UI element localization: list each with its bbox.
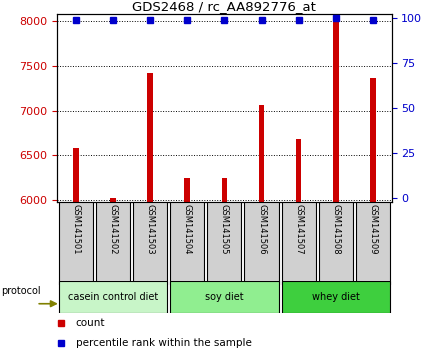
Text: whey diet: whey diet — [312, 292, 360, 302]
Bar — [170, 281, 279, 313]
Text: GSM141504: GSM141504 — [183, 204, 192, 255]
Text: GSM141502: GSM141502 — [108, 204, 117, 255]
Title: GDS2468 / rc_AA892776_at: GDS2468 / rc_AA892776_at — [132, 0, 316, 13]
Text: count: count — [76, 318, 105, 328]
Bar — [282, 281, 390, 313]
Bar — [370, 79, 376, 202]
Bar — [333, 21, 339, 202]
Bar — [133, 202, 167, 285]
Bar — [222, 178, 227, 202]
Text: percentile rank within the sample: percentile rank within the sample — [76, 338, 252, 348]
Text: GSM141505: GSM141505 — [220, 204, 229, 255]
Text: GSM141507: GSM141507 — [294, 204, 303, 255]
Text: soy diet: soy diet — [205, 292, 244, 302]
Text: GSM141509: GSM141509 — [369, 204, 378, 255]
Bar — [59, 202, 93, 285]
Bar — [356, 202, 390, 285]
Bar — [96, 202, 130, 285]
Text: protocol: protocol — [1, 286, 41, 296]
Bar — [259, 105, 264, 202]
Bar — [110, 198, 116, 202]
Bar — [282, 202, 316, 285]
Text: GSM141501: GSM141501 — [71, 204, 80, 255]
Bar — [59, 281, 167, 313]
Text: GSM141506: GSM141506 — [257, 204, 266, 255]
Bar — [296, 139, 301, 202]
Bar — [73, 148, 79, 202]
Bar — [170, 202, 204, 285]
Bar — [207, 202, 242, 285]
Bar — [245, 202, 279, 285]
Bar — [184, 178, 190, 202]
Text: GSM141503: GSM141503 — [146, 204, 154, 255]
Text: casein control diet: casein control diet — [68, 292, 158, 302]
Text: GSM141508: GSM141508 — [331, 204, 341, 255]
Bar — [147, 73, 153, 202]
Bar — [319, 202, 353, 285]
